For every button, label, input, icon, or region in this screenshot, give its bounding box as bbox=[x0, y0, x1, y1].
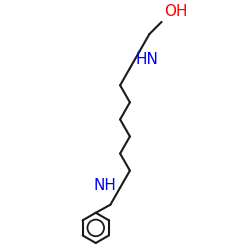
Text: OH: OH bbox=[164, 4, 188, 20]
Text: NH: NH bbox=[94, 178, 116, 193]
Text: HN: HN bbox=[136, 52, 159, 67]
